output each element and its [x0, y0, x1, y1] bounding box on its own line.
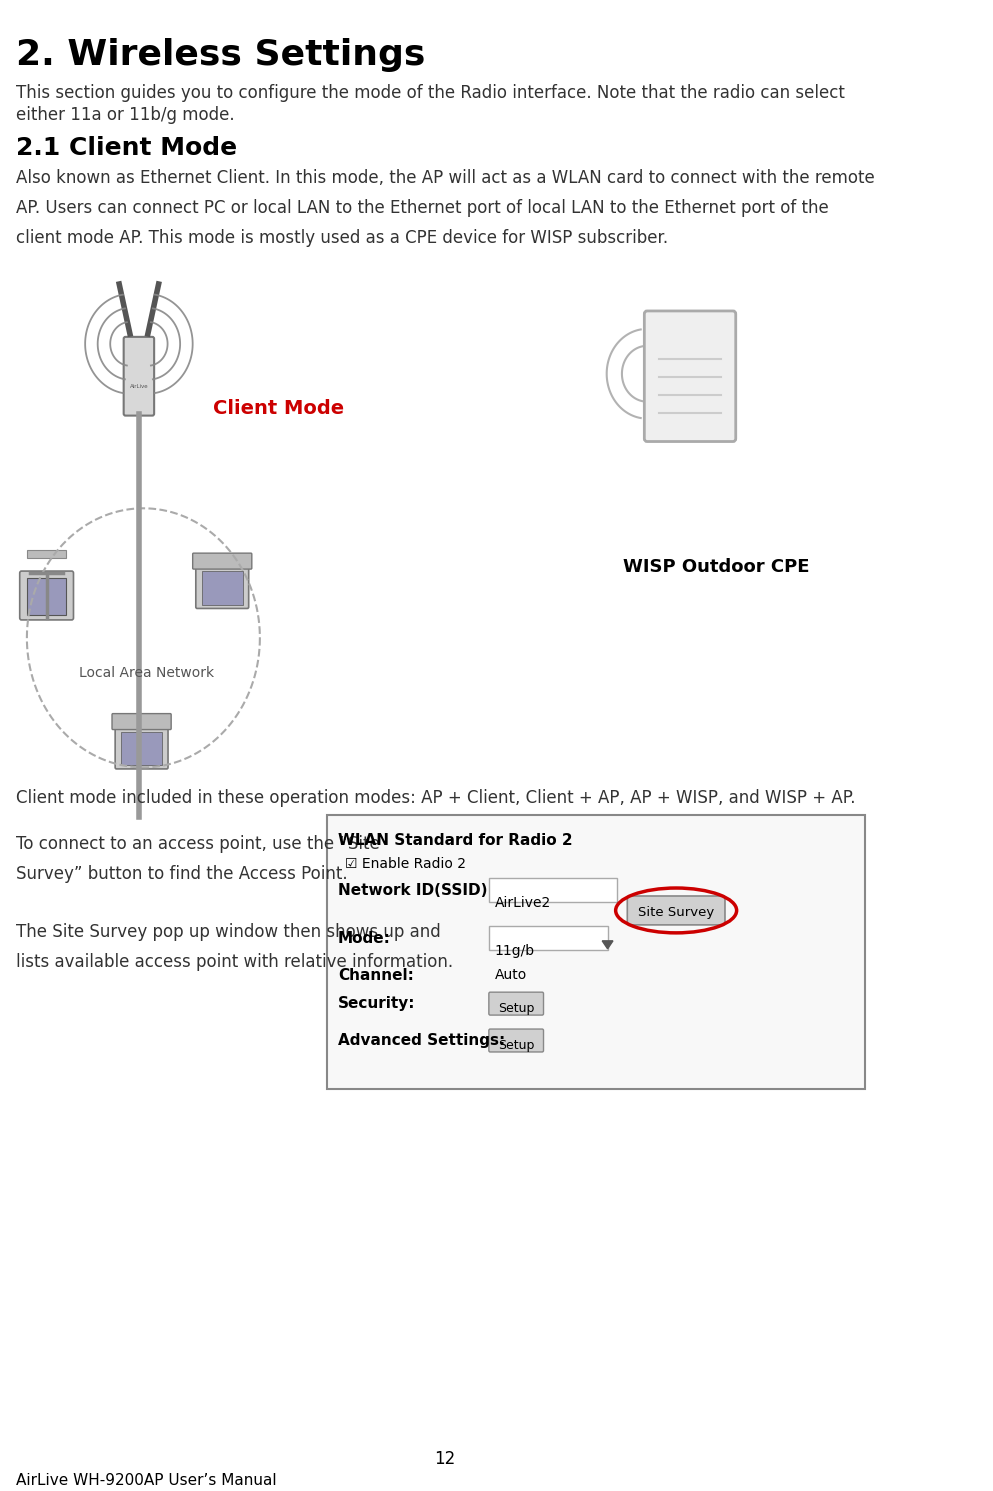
- FancyBboxPatch shape: [628, 896, 725, 924]
- Text: To connect to an access point, use the “Site: To connect to an access point, use the “…: [16, 835, 380, 853]
- Text: AirLive WH-9200AP User’s Manual: AirLive WH-9200AP User’s Manual: [16, 1473, 277, 1488]
- FancyBboxPatch shape: [27, 579, 67, 614]
- FancyBboxPatch shape: [121, 732, 162, 765]
- Text: either 11a or 11b/g mode.: either 11a or 11b/g mode.: [16, 106, 234, 124]
- Text: Auto: Auto: [495, 968, 527, 981]
- Text: This section guides you to configure the mode of the Radio interface. Note that : This section guides you to configure the…: [16, 83, 845, 101]
- FancyBboxPatch shape: [20, 571, 73, 620]
- Text: WISP Outdoor CPE: WISP Outdoor CPE: [623, 558, 809, 576]
- FancyBboxPatch shape: [490, 926, 608, 950]
- FancyBboxPatch shape: [124, 337, 154, 416]
- FancyBboxPatch shape: [115, 726, 168, 769]
- Text: ☑ Enable Radio 2: ☑ Enable Radio 2: [345, 857, 466, 871]
- FancyBboxPatch shape: [193, 553, 252, 570]
- Text: 11g/b: 11g/b: [495, 944, 535, 957]
- Text: Advanced Settings:: Advanced Settings:: [338, 1033, 505, 1048]
- FancyBboxPatch shape: [27, 550, 67, 558]
- Text: Local Area Network: Local Area Network: [78, 666, 213, 680]
- FancyBboxPatch shape: [489, 992, 543, 1015]
- Text: Client Mode: Client Mode: [213, 398, 345, 417]
- FancyBboxPatch shape: [644, 312, 736, 441]
- Text: AP. Users can connect PC or local LAN to the Ethernet port of local LAN to the E: AP. Users can connect PC or local LAN to…: [16, 200, 829, 218]
- Text: client mode AP. This mode is mostly used as a CPE device for WISP subscriber.: client mode AP. This mode is mostly used…: [16, 230, 668, 248]
- FancyBboxPatch shape: [327, 816, 865, 1090]
- Text: Network ID(SSID): Network ID(SSID): [338, 883, 488, 898]
- Text: lists available access point with relative information.: lists available access point with relati…: [16, 953, 453, 971]
- Text: WLAN Standard for Radio 2: WLAN Standard for Radio 2: [338, 833, 573, 848]
- Text: 2.1 Client Mode: 2.1 Client Mode: [16, 136, 237, 160]
- FancyBboxPatch shape: [112, 714, 171, 729]
- FancyBboxPatch shape: [196, 565, 248, 608]
- Text: Survey” button to find the Access Point.: Survey” button to find the Access Point.: [16, 865, 348, 883]
- Text: 2. Wireless Settings: 2. Wireless Settings: [16, 37, 426, 72]
- Text: Site Survey: Site Survey: [638, 907, 714, 918]
- FancyBboxPatch shape: [489, 1029, 543, 1053]
- Text: The Site Survey pop up window then shows up and: The Site Survey pop up window then shows…: [16, 923, 441, 941]
- FancyBboxPatch shape: [490, 878, 617, 902]
- Text: AirLive: AirLive: [130, 383, 148, 389]
- Polygon shape: [602, 941, 613, 948]
- Text: AirLive2: AirLive2: [495, 896, 551, 910]
- Text: Setup: Setup: [498, 1039, 534, 1053]
- FancyBboxPatch shape: [202, 571, 243, 605]
- Text: Channel:: Channel:: [338, 968, 414, 983]
- Text: Setup: Setup: [498, 1002, 534, 1015]
- Text: Client mode included in these operation modes: AP + Client, Client + AP, AP + WI: Client mode included in these operation …: [16, 789, 856, 807]
- Text: Also known as Ethernet Client. In this mode, the AP will act as a WLAN card to c: Also known as Ethernet Client. In this m…: [16, 170, 875, 188]
- Text: Mode:: Mode:: [338, 930, 390, 945]
- Text: 12: 12: [434, 1451, 455, 1469]
- Text: Security:: Security:: [338, 996, 415, 1011]
